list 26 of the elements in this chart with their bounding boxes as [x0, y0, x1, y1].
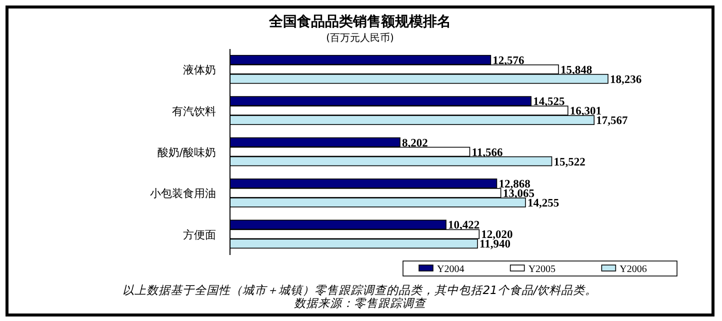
- data-label: 11,940: [479, 238, 511, 251]
- data-label: 15,848: [560, 64, 592, 76]
- data-label: 11,566: [472, 146, 503, 159]
- data-label: 12,868: [498, 178, 531, 190]
- data-label: 12,020: [481, 229, 514, 242]
- data-label: 13,065: [502, 188, 535, 200]
- data-label: 8,202: [402, 137, 428, 150]
- y-tick-label: 小包装食用油: [150, 187, 216, 200]
- legend-label: Y2004: [437, 264, 464, 275]
- data-label: 17,567: [596, 115, 628, 128]
- y-tick-label: 方便面: [183, 228, 216, 242]
- data-label: 15,522: [554, 156, 586, 168]
- data-label: 12,576: [492, 54, 525, 67]
- source-note: 数据来源：零售跟踪调查: [294, 296, 427, 310]
- data-label: 18,236: [610, 74, 642, 86]
- y-tick-label: 酸奶/酸味奶: [157, 146, 216, 159]
- chart-title: 全国食品品类销售额规模排名: [268, 13, 451, 30]
- legend-label: Y2005: [528, 264, 556, 275]
- text: 以上数据基于全国性（城市＋城镇）零售跟踪调查的品类，其中包括21个食品/饮料品类。: [122, 283, 598, 297]
- legend-label: Y2006: [620, 264, 647, 275]
- data-label: 14,255: [527, 197, 560, 210]
- y-tick-label: 有汽饮料: [172, 104, 216, 118]
- y-tick-label: 液体奶: [183, 64, 216, 77]
- data-label: 14,525: [533, 96, 565, 108]
- chart-subtitle: (百万元人民币): [326, 32, 394, 44]
- data-label: 10,422: [448, 220, 480, 232]
